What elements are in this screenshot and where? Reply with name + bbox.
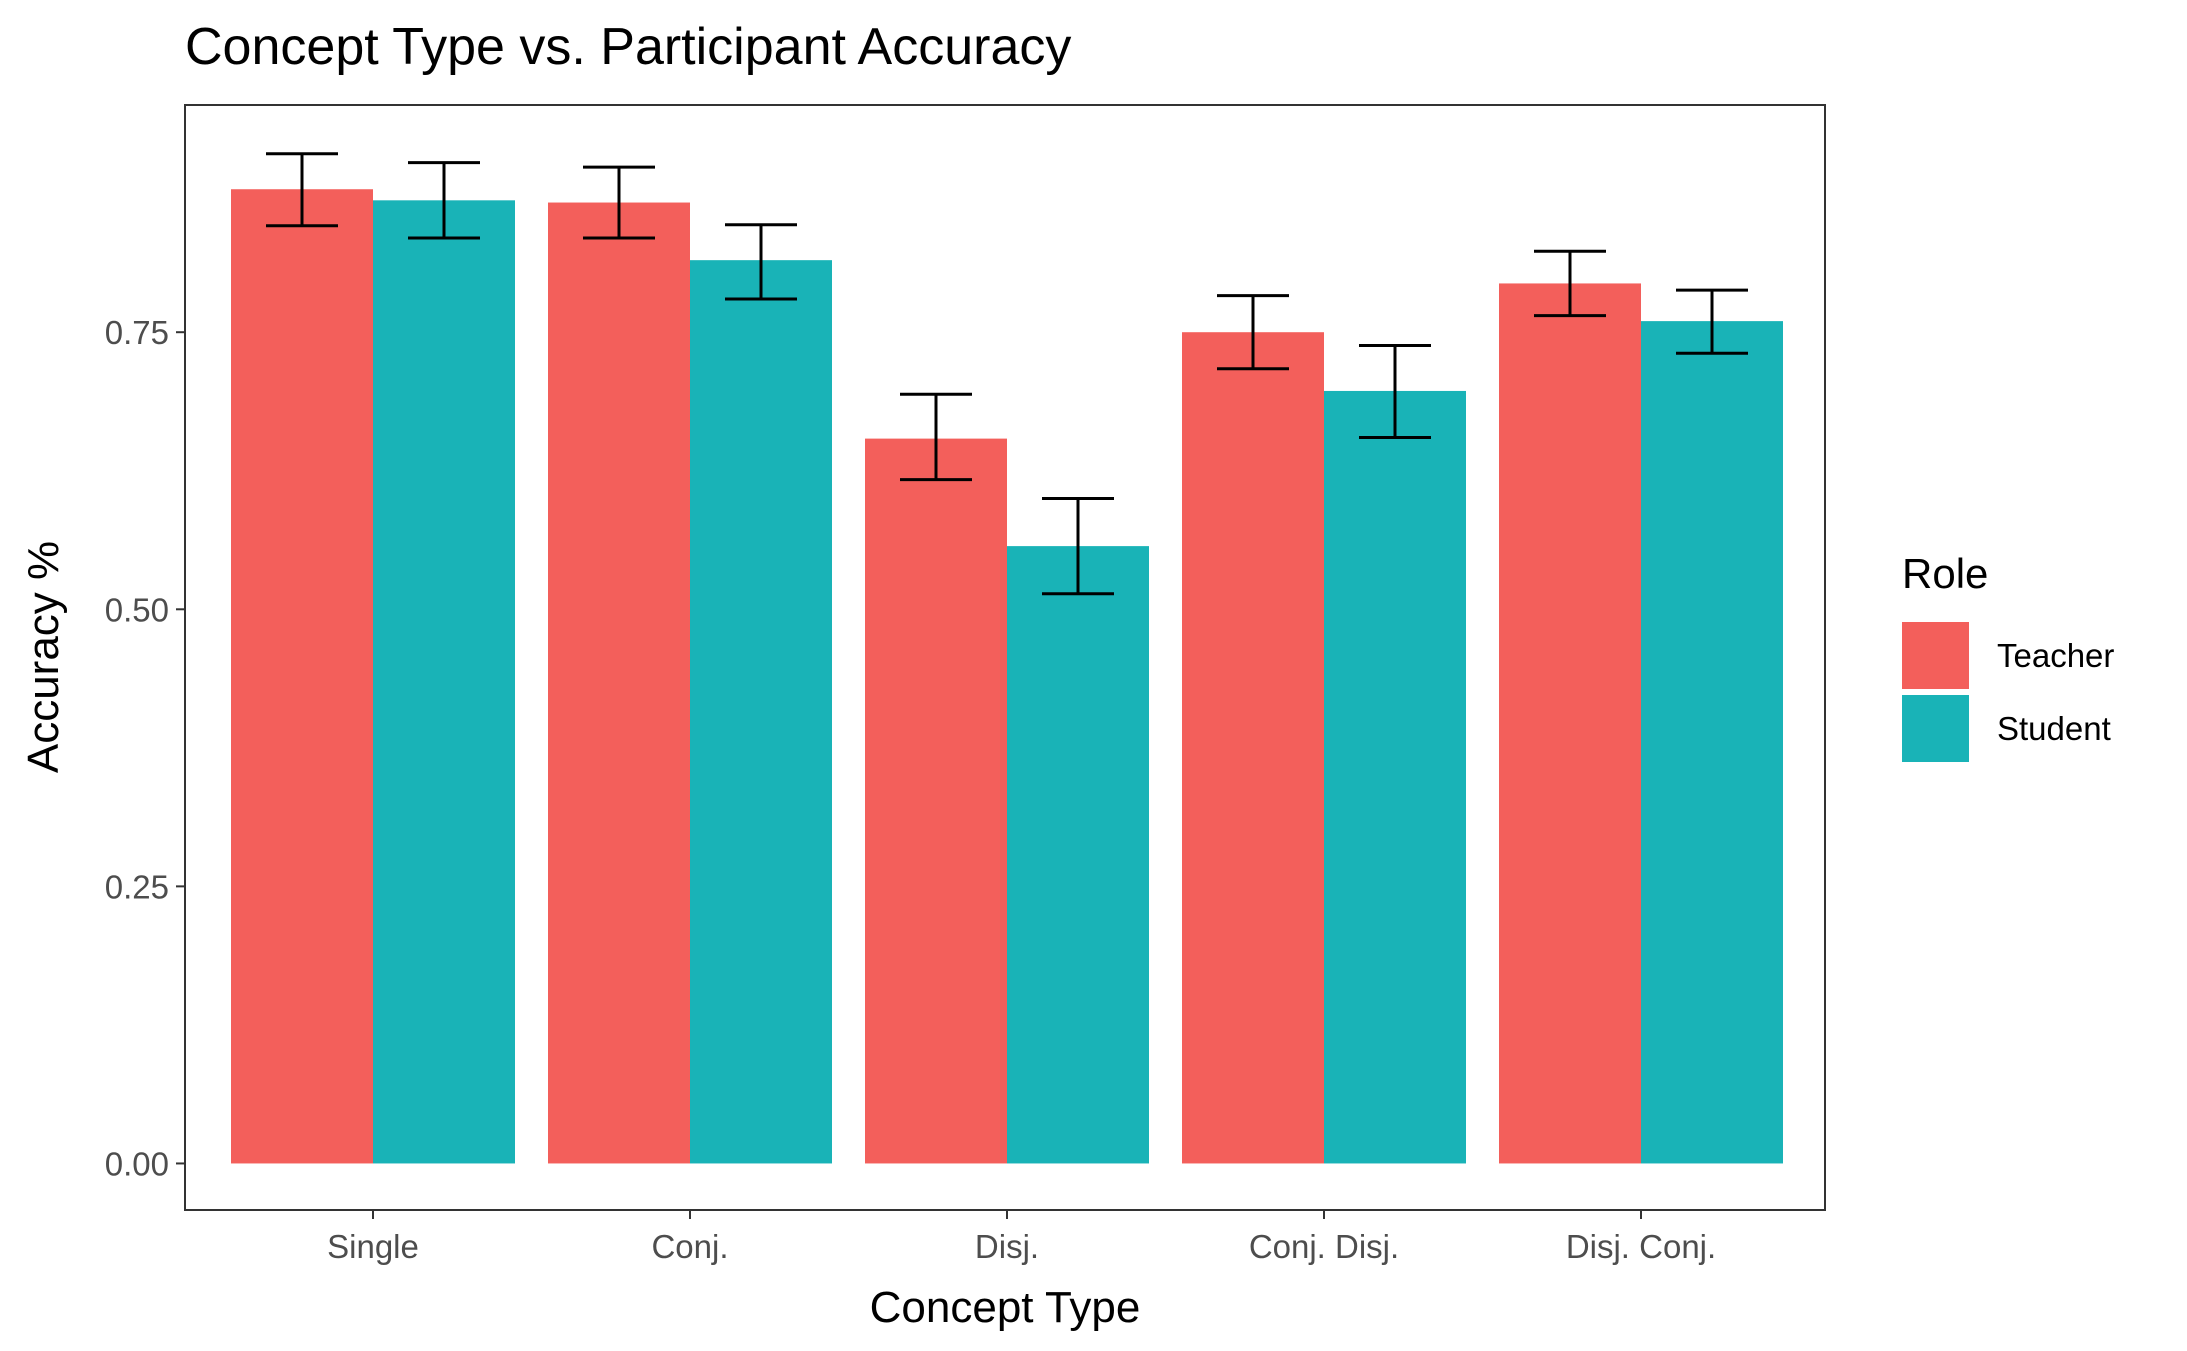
chart-title: Concept Type vs. Participant Accuracy bbox=[185, 18, 1071, 76]
bar-teacher-4 bbox=[1499, 283, 1641, 1164]
legend-swatch bbox=[1902, 622, 1969, 689]
y-tick-label: 0.75 bbox=[105, 314, 169, 351]
bar-teacher-2 bbox=[865, 438, 1007, 1164]
bar-teacher-1 bbox=[548, 202, 690, 1164]
error-bar-teacher-0 bbox=[266, 152, 338, 228]
bar-student-3 bbox=[1324, 390, 1466, 1164]
y-tick-label: 0.50 bbox=[105, 591, 169, 628]
bar-student-1 bbox=[690, 260, 832, 1164]
legend-swatch bbox=[1902, 695, 1969, 762]
x-tick-label: Single bbox=[327, 1228, 419, 1265]
legend: Role Teacher Student bbox=[1902, 550, 2114, 762]
error-bar-student-0 bbox=[408, 161, 480, 240]
error-bar-student-3 bbox=[1359, 344, 1431, 439]
bar-teacher-0 bbox=[231, 189, 373, 1164]
legend-item-teacher: Teacher bbox=[1902, 622, 2114, 689]
error-bar-teacher-4 bbox=[1534, 249, 1606, 318]
error-bar-student-2 bbox=[1042, 496, 1114, 596]
error-bar-student-4 bbox=[1676, 288, 1748, 355]
x-tick-label: Conj. Disj. bbox=[1249, 1228, 1399, 1265]
error-bar-student-1 bbox=[725, 223, 797, 301]
x-tick-label: Conj. bbox=[651, 1228, 728, 1265]
error-bar-teacher-1 bbox=[583, 165, 655, 240]
error-bar-teacher-2 bbox=[900, 392, 972, 482]
x-axis: Single Conj. Disj. Conj. Disj. Disj. Conj. bbox=[327, 1210, 1716, 1265]
bar-student-4 bbox=[1641, 321, 1783, 1164]
y-tick-label: 0.25 bbox=[105, 868, 169, 905]
bar-student-2 bbox=[1007, 546, 1149, 1164]
y-axis: 0.00 0.25 0.50 0.75 bbox=[105, 314, 185, 1182]
x-axis-title: Concept Type bbox=[870, 1283, 1141, 1332]
bar-teacher-3 bbox=[1182, 332, 1324, 1164]
y-tick-label: 0.00 bbox=[105, 1145, 169, 1182]
legend-item-student: Student bbox=[1902, 695, 2111, 762]
legend-label: Teacher bbox=[1997, 637, 2114, 674]
y-axis-title: Accuracy % bbox=[19, 541, 68, 773]
legend-title: Role bbox=[1902, 550, 1988, 597]
x-tick-label: Disj. Conj. bbox=[1566, 1228, 1716, 1265]
error-bar-teacher-3 bbox=[1217, 294, 1289, 371]
x-tick-label: Disj. bbox=[975, 1228, 1039, 1265]
legend-label: Student bbox=[1997, 710, 2111, 747]
bar-student-0 bbox=[373, 200, 515, 1164]
plot-marks bbox=[231, 152, 1783, 1164]
